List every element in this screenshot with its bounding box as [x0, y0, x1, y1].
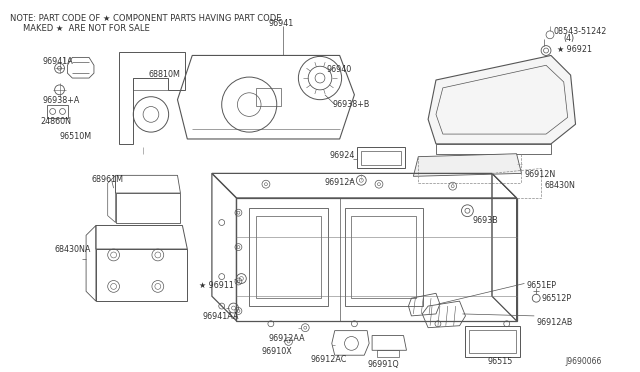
Text: 96941A: 96941A	[43, 57, 74, 67]
Text: MAKED ★  ARE NOT FOR SALE: MAKED ★ ARE NOT FOR SALE	[23, 24, 150, 33]
Bar	[469, 330, 516, 353]
Text: 96938+B: 96938+B	[333, 100, 370, 109]
Text: 96515: 96515	[487, 357, 513, 366]
Text: 08543-51242: 08543-51242	[554, 27, 607, 36]
Bar	[249, 208, 328, 306]
Text: 96912AA: 96912AA	[269, 334, 305, 343]
Text: 96940: 96940	[327, 65, 352, 74]
Text: 68961M: 68961M	[92, 175, 124, 185]
Bar	[47, 105, 68, 118]
Text: 68430NA: 68430NA	[54, 245, 91, 254]
Text: 96991Q: 96991Q	[367, 360, 399, 369]
Bar	[256, 216, 321, 298]
Text: 9651EP: 9651EP	[526, 282, 556, 291]
Text: 96512P: 96512P	[541, 294, 572, 303]
Text: 96912AB: 96912AB	[536, 318, 573, 327]
Text: 96912N: 96912N	[524, 170, 556, 179]
Text: 96938+A: 96938+A	[43, 96, 80, 105]
Text: 68810M: 68810M	[148, 70, 180, 79]
Text: (4): (4)	[564, 34, 575, 43]
Text: 96924: 96924	[330, 151, 355, 160]
Polygon shape	[413, 154, 522, 176]
Text: 96510M: 96510M	[60, 132, 92, 141]
Text: ★ 96911: ★ 96911	[199, 280, 234, 289]
Text: NOTE: PART CODE OF ★ COMPONENT PARTS HAVING PART CODE: NOTE: PART CODE OF ★ COMPONENT PARTS HAV…	[10, 14, 282, 23]
Text: J9690066: J9690066	[566, 357, 602, 366]
Bar	[256, 88, 281, 106]
Text: 96941AA: 96941AA	[202, 312, 239, 321]
Text: 96912AC: 96912AC	[310, 355, 346, 364]
Bar	[351, 216, 416, 298]
Text: 24860N: 24860N	[40, 117, 71, 126]
Text: ★ 96921: ★ 96921	[557, 45, 592, 54]
Text: 9693B: 9693B	[472, 216, 498, 225]
Text: 68430N: 68430N	[544, 181, 575, 190]
Bar	[465, 326, 520, 357]
Text: 96941: 96941	[269, 19, 294, 28]
Text: 96912A: 96912A	[325, 178, 356, 187]
Text: 96910X: 96910X	[261, 347, 292, 356]
Bar	[361, 151, 401, 164]
Bar	[344, 208, 423, 306]
Polygon shape	[428, 55, 575, 144]
Bar	[357, 147, 404, 169]
